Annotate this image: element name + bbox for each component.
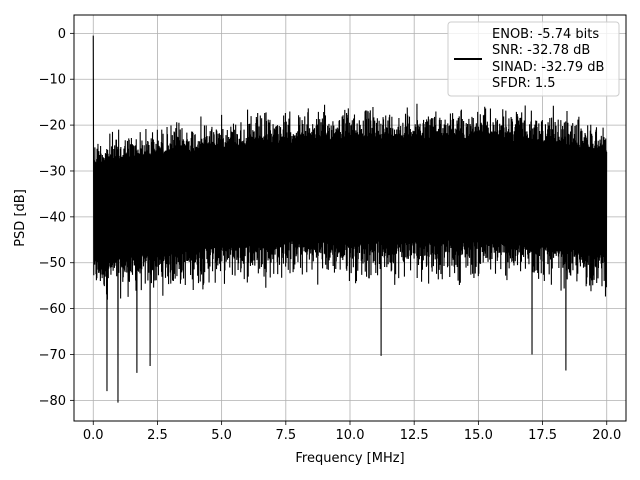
x-tick-label: 20.0 xyxy=(592,428,621,443)
y-tick-label: −20 xyxy=(39,119,66,134)
axis-ticks: 0.0 2.5 5.0 7.5 10.0 12.5 15.0 17.5 20.0 0 −10 −20 −… xyxy=(39,27,622,443)
x-tick-label: 17.5 xyxy=(528,428,557,443)
x-tick-label: 7.5 xyxy=(275,428,296,443)
x-tick-label: 12.5 xyxy=(400,428,429,443)
x-tick-label: 5.0 xyxy=(211,428,232,443)
legend-box xyxy=(447,21,620,97)
psd-trace xyxy=(92,35,608,403)
legend-sfdr: SFDR: 1.5 xyxy=(492,76,556,91)
y-tick-label: −70 xyxy=(39,348,66,363)
y-tick-label: −60 xyxy=(39,302,66,317)
y-tick-label: −80 xyxy=(39,394,66,409)
x-tick-label: 10.0 xyxy=(336,428,365,443)
legend: ENOB: -5.74 bits SNR: -32.78 dB SINAD: -… xyxy=(447,21,620,97)
y-tick-label: −10 xyxy=(39,73,66,88)
x-tick-label: 15.0 xyxy=(464,428,493,443)
y-tick-label: 0 xyxy=(58,27,66,42)
y-tick-label: −50 xyxy=(39,256,66,271)
y-axis-label: PSD [dB] xyxy=(13,189,28,247)
plot-frame xyxy=(73,14,627,422)
y-tick-label: −30 xyxy=(39,164,66,179)
x-tick-label: 0.0 xyxy=(83,428,104,443)
x-tick-label: 2.5 xyxy=(147,428,168,443)
y-tick-label: −40 xyxy=(39,210,66,225)
legend-snr: SNR: -32.78 dB xyxy=(492,43,590,58)
series-line xyxy=(92,35,608,403)
legend-sinad: SINAD: -32.79 dB xyxy=(492,60,604,75)
x-axis-label: Frequency [MHz] xyxy=(295,451,404,466)
legend-enob: ENOB: -5.74 bits xyxy=(492,27,599,42)
